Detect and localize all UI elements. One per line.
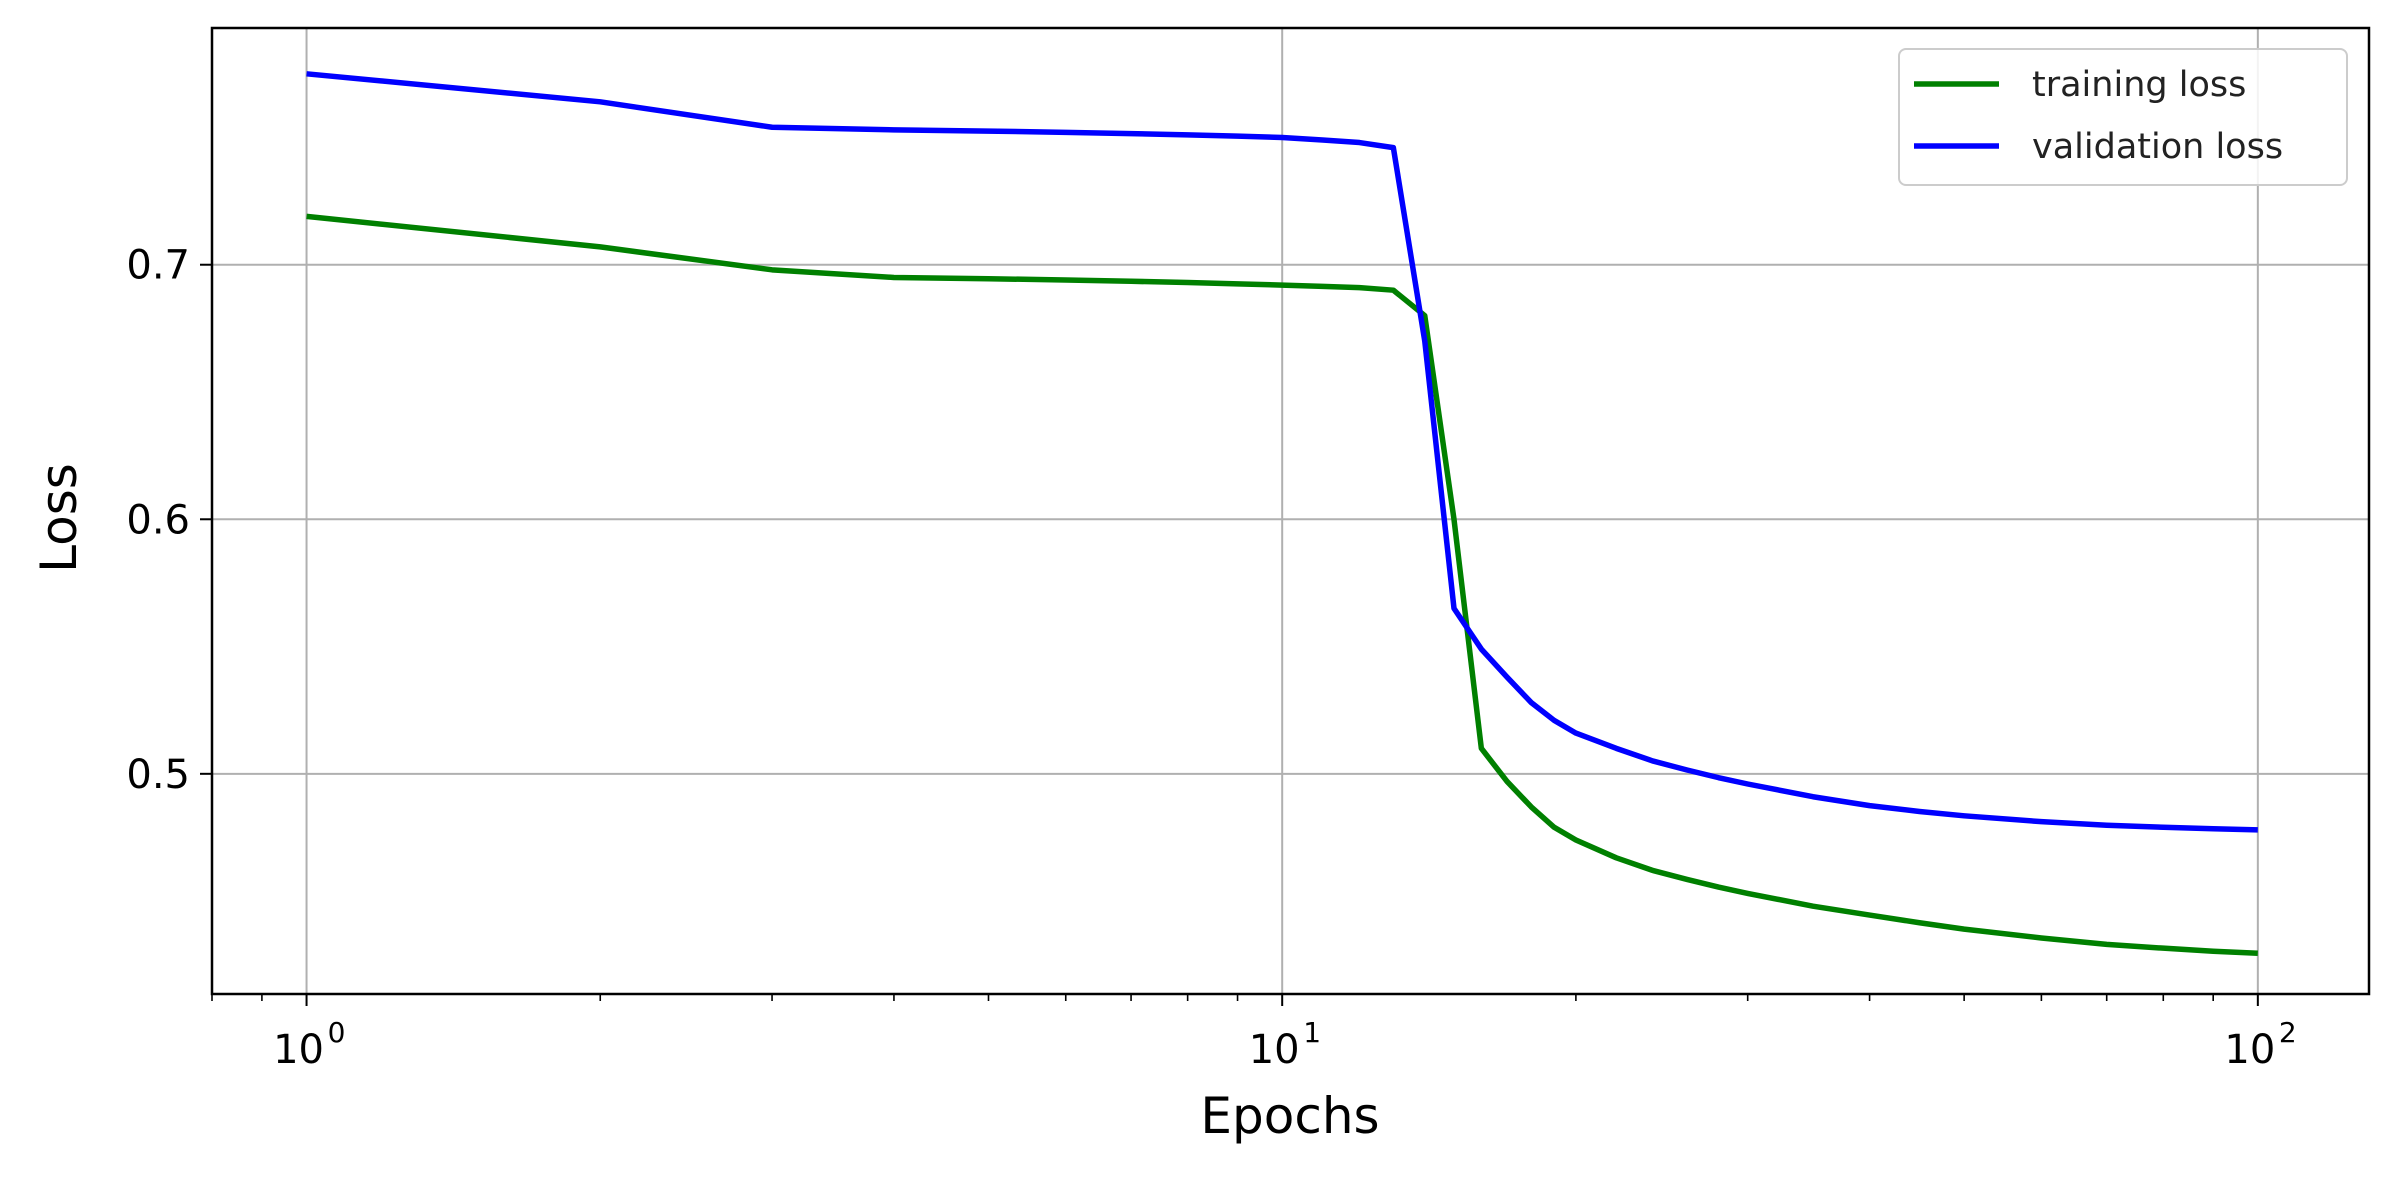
x-tick-label: 10 (1249, 1027, 1300, 1073)
plot-area (212, 28, 2369, 994)
legend-label-training-loss: training loss (2032, 65, 2246, 105)
y-axis-ticks: 0.5 0.6 0.7 (126, 243, 212, 798)
grid-lines (212, 28, 2369, 994)
legend-label-validation-loss: validation loss (2032, 127, 2283, 167)
legend: training loss validation loss (1898, 48, 2348, 186)
series-line-validation-loss (306, 71, 2258, 833)
legend-box (1898, 48, 2348, 186)
x-axis-label: Epochs (1200, 1087, 1379, 1145)
x-tick-exponent: 0 (328, 1016, 346, 1049)
x-tick-exponent: 1 (1303, 1016, 1321, 1049)
x-axis-ticks: 10 0 10 1 10 2 (273, 994, 2297, 1073)
y-tick-label: 0.5 (126, 752, 190, 798)
y-axis-label: Loss (30, 463, 88, 573)
x-tick-exponent: 2 (2279, 1016, 2297, 1049)
plot-frame (210, 26, 2371, 996)
x-tick-label: 10 (273, 1027, 324, 1073)
y-tick-label: 0.7 (126, 243, 190, 289)
y-tick-label: 0.6 (126, 497, 190, 543)
series-line-training-loss (306, 213, 2258, 957)
series-lines (306, 71, 2258, 957)
x-tick-label: 10 (2224, 1027, 2275, 1073)
